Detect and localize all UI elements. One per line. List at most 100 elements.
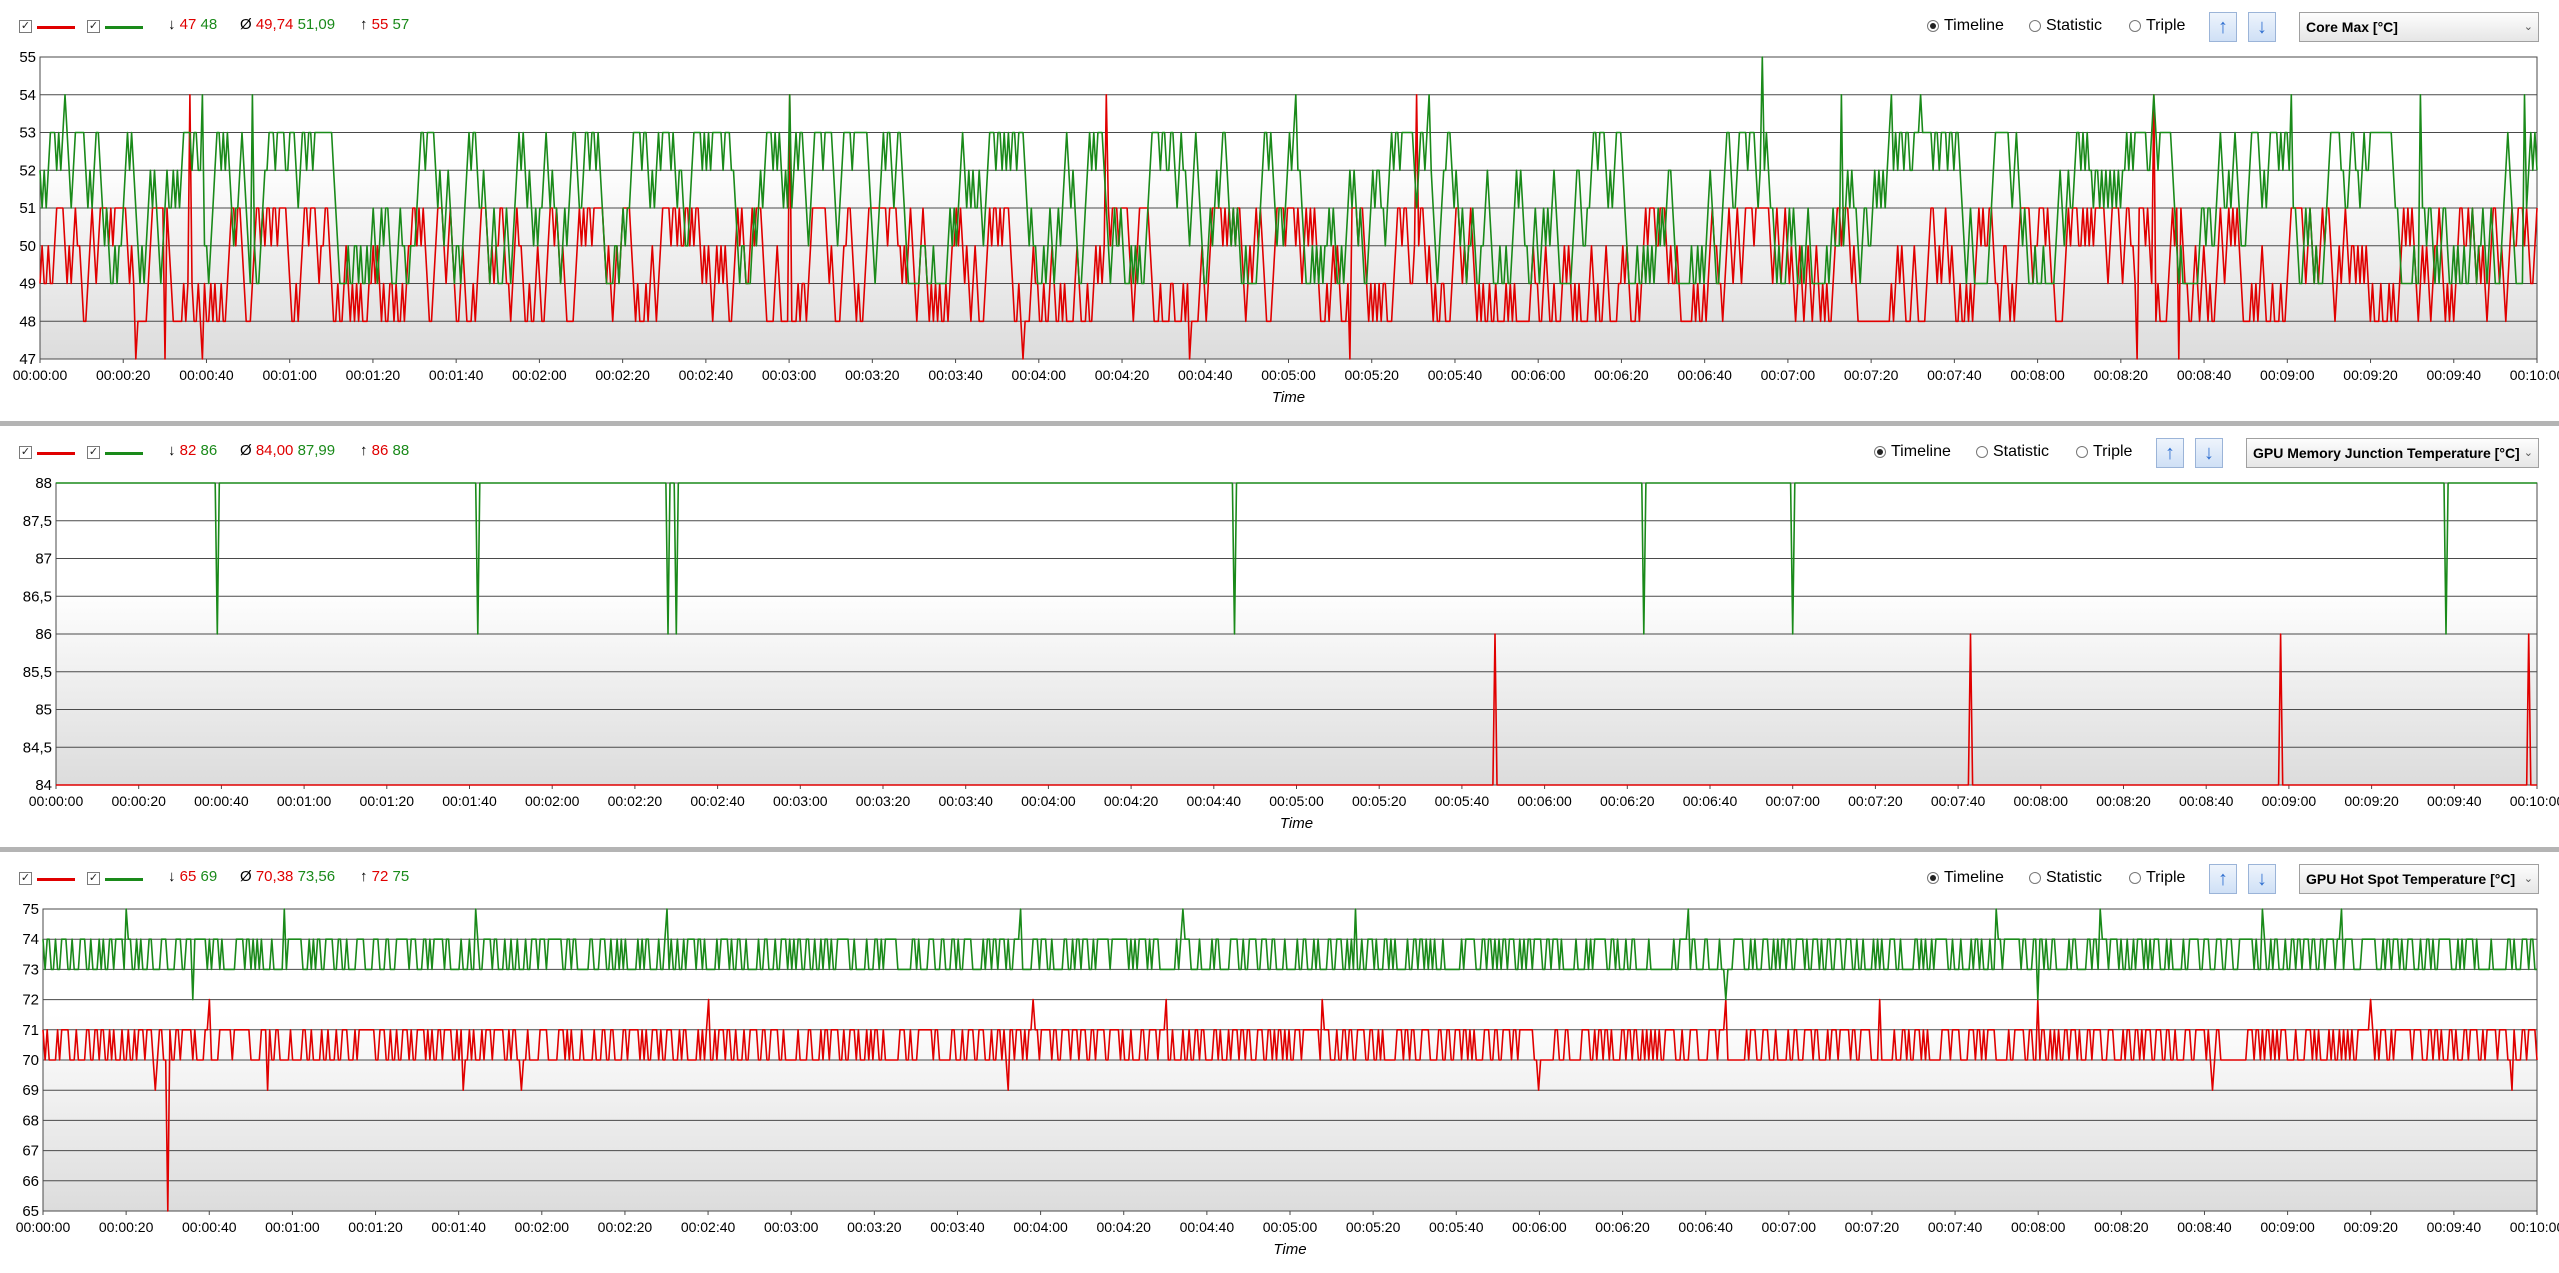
y-tick-label: 73 [22, 961, 39, 978]
x-tick-label: 00:06:20 [1595, 1219, 1650, 1235]
x-tick-label: 00:07:20 [1844, 367, 1899, 383]
statistic-label[interactable]: Statistic [2046, 869, 2103, 886]
x-tick-label: 00:08:00 [2010, 367, 2065, 383]
series-green-checkbox[interactable]: ✓ [87, 446, 100, 459]
series-line-green [42, 908, 2537, 1001]
y-tick-label: 70 [22, 1052, 39, 1069]
triple-label[interactable]: Triple [2093, 443, 2133, 460]
triple-label[interactable]: Triple [2146, 869, 2186, 886]
x-tick-label: 00:05:20 [1346, 1219, 1401, 1235]
y-tick-label: 69 [22, 1082, 39, 1099]
arrow-down-icon[interactable]: ↓ [2248, 12, 2276, 42]
x-tick-label: 00:05:40 [1429, 1219, 1484, 1235]
statistic-label[interactable]: Statistic [2046, 17, 2103, 34]
chart-panel-core-max: ✓ ✓ ↓ 47 48 Ø 49,74 51,09 ↑ 55 57 Timeli… [0, 0, 2559, 424]
panel-divider[interactable] [0, 847, 2559, 852]
x-tick-label: 00:03:20 [856, 793, 911, 809]
series-green-checkbox[interactable]: ✓ [87, 20, 100, 33]
max-arrow-icon: ↑ [360, 868, 368, 885]
x-tick-label: 00:01:20 [360, 793, 415, 809]
panel-header: ✓ ✓ ↓ 65 69 Ø 70,38 73,56 ↑ 72 75 Timeli… [0, 852, 2559, 902]
x-tick-label: 00:08:00 [2014, 793, 2069, 809]
arrow-up-icon[interactable]: ↑ [2209, 864, 2237, 894]
x-tick-label: 00:05:00 [1261, 367, 1316, 383]
avg-symbol-icon: Ø [240, 16, 252, 33]
arrow-up-icon[interactable]: ↑ [2156, 438, 2184, 468]
statistic-radio[interactable] [1976, 446, 1988, 458]
max-red-value: 55 [371, 16, 389, 33]
statistic-radio[interactable] [2029, 872, 2041, 884]
x-tick-label: 00:08:20 [2094, 1219, 2149, 1235]
timeline-radio[interactable] [1874, 446, 1886, 458]
metric-select[interactable]: Core Max [°C] ⌄ [2299, 12, 2539, 42]
chevron-down-icon: ⌄ [2523, 873, 2533, 885]
metric-select-value: GPU Memory Junction Temperature [°C] [2253, 445, 2520, 461]
panel-divider[interactable] [0, 421, 2559, 426]
y-tick-label: 85,5 [23, 664, 52, 681]
triple-label[interactable]: Triple [2146, 17, 2186, 34]
timeline-radio[interactable] [1927, 20, 1939, 32]
y-tick-label: 65 [22, 1203, 39, 1220]
x-tick-label: 00:06:00 [1511, 367, 1566, 383]
series-line-green [56, 482, 2537, 635]
x-tick-label: 00:06:20 [1594, 367, 1649, 383]
arrow-down-icon[interactable]: ↓ [2195, 438, 2223, 468]
x-tick-label: 00:00:20 [99, 1219, 154, 1235]
x-tick-label: 00:02:20 [595, 367, 650, 383]
statistic-label[interactable]: Statistic [1993, 443, 2050, 460]
avg-green-value: 51,09 [297, 16, 336, 33]
y-tick-label: 55 [19, 49, 36, 66]
metric-select[interactable]: GPU Hot Spot Temperature [°C] ⌄ [2299, 864, 2539, 894]
triple-radio[interactable] [2129, 20, 2141, 32]
arrow-down-icon[interactable]: ↓ [2248, 864, 2276, 894]
min-green-value: 86 [200, 442, 218, 459]
timeline-label[interactable]: Timeline [1891, 443, 1951, 460]
statistic-radio[interactable] [2029, 20, 2041, 32]
arrow-up-icon[interactable]: ↑ [2209, 12, 2237, 42]
timeline-label[interactable]: Timeline [1944, 17, 2004, 34]
x-tick-label: 00:01:40 [429, 367, 484, 383]
x-tick-label: 00:03:00 [773, 793, 828, 809]
chart-svg-gpu-hot-spot: 65 66 67 68 69 70 71 72 73 74 75 00:00:00 00:00:20 00… [16, 901, 2559, 1258]
max-stats: ↑ 55 57 [360, 15, 409, 35]
max-red-value: 86 [371, 442, 389, 459]
metric-select[interactable]: GPU Memory Junction Temperature [°C] ⌄ [2246, 438, 2539, 468]
x-tick-label: 00:06:00 [1517, 793, 1572, 809]
x-tick-label: 00:08:00 [2011, 1219, 2066, 1235]
x-tick-label: 00:02:40 [690, 793, 745, 809]
x-tick-label: 00:09:40 [2427, 793, 2482, 809]
x-tick-label: 00:09:20 [2343, 367, 2398, 383]
x-tick-label: 00:10:00 [2510, 793, 2559, 809]
x-tick-label: 00:02:20 [608, 793, 663, 809]
x-tick-label: 00:05:40 [1428, 367, 1483, 383]
x-tick-label: 00:06:40 [1683, 793, 1738, 809]
x-tick-label: 00:10:00 [2510, 1219, 2559, 1235]
x-tick-label: 00:03:40 [930, 1219, 985, 1235]
avg-symbol-icon: Ø [240, 868, 252, 885]
series-green-checkbox[interactable]: ✓ [87, 872, 100, 885]
avg-red-value: 49,74 [255, 16, 294, 33]
series-red-checkbox[interactable]: ✓ [19, 446, 32, 459]
x-tick-label: 00:02:40 [679, 367, 734, 383]
avg-symbol-icon: Ø [240, 442, 252, 459]
avg-red-value: 70,38 [255, 868, 294, 885]
series-red-checkbox[interactable]: ✓ [19, 872, 32, 885]
y-tick-label: 88 [35, 475, 52, 492]
min-stats: ↓ 82 86 [168, 441, 217, 461]
x-tick-label: 00:07:40 [1931, 793, 1986, 809]
avg-green-value: 73,56 [297, 868, 336, 885]
triple-radio[interactable] [2076, 446, 2088, 458]
max-arrow-icon: ↑ [360, 442, 368, 459]
x-tick-label: 00:00:00 [29, 793, 84, 809]
x-tick-label: 00:01:00 [277, 793, 332, 809]
timeline-radio[interactable] [1927, 872, 1939, 884]
triple-radio[interactable] [2129, 872, 2141, 884]
y-tick-label: 66 [22, 1173, 39, 1190]
y-tick-label: 49 [19, 276, 36, 293]
timeline-label[interactable]: Timeline [1944, 869, 2004, 886]
series-red-checkbox[interactable]: ✓ [19, 20, 32, 33]
x-tick-label: 00:04:00 [1021, 793, 1076, 809]
x-axis-title: Time [1272, 389, 1305, 406]
x-tick-label: 00:03:00 [762, 367, 817, 383]
min-stats: ↓ 47 48 [168, 15, 217, 35]
